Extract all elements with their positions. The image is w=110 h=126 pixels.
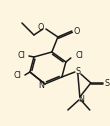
Text: Cl: Cl [76, 51, 84, 59]
Text: S: S [75, 67, 80, 75]
Text: S: S [104, 78, 109, 87]
Text: O: O [74, 26, 80, 36]
Text: Cl: Cl [17, 51, 25, 59]
Text: Cl: Cl [13, 71, 21, 81]
Text: N: N [78, 94, 84, 103]
Text: O: O [38, 24, 44, 33]
Text: N: N [38, 81, 44, 89]
